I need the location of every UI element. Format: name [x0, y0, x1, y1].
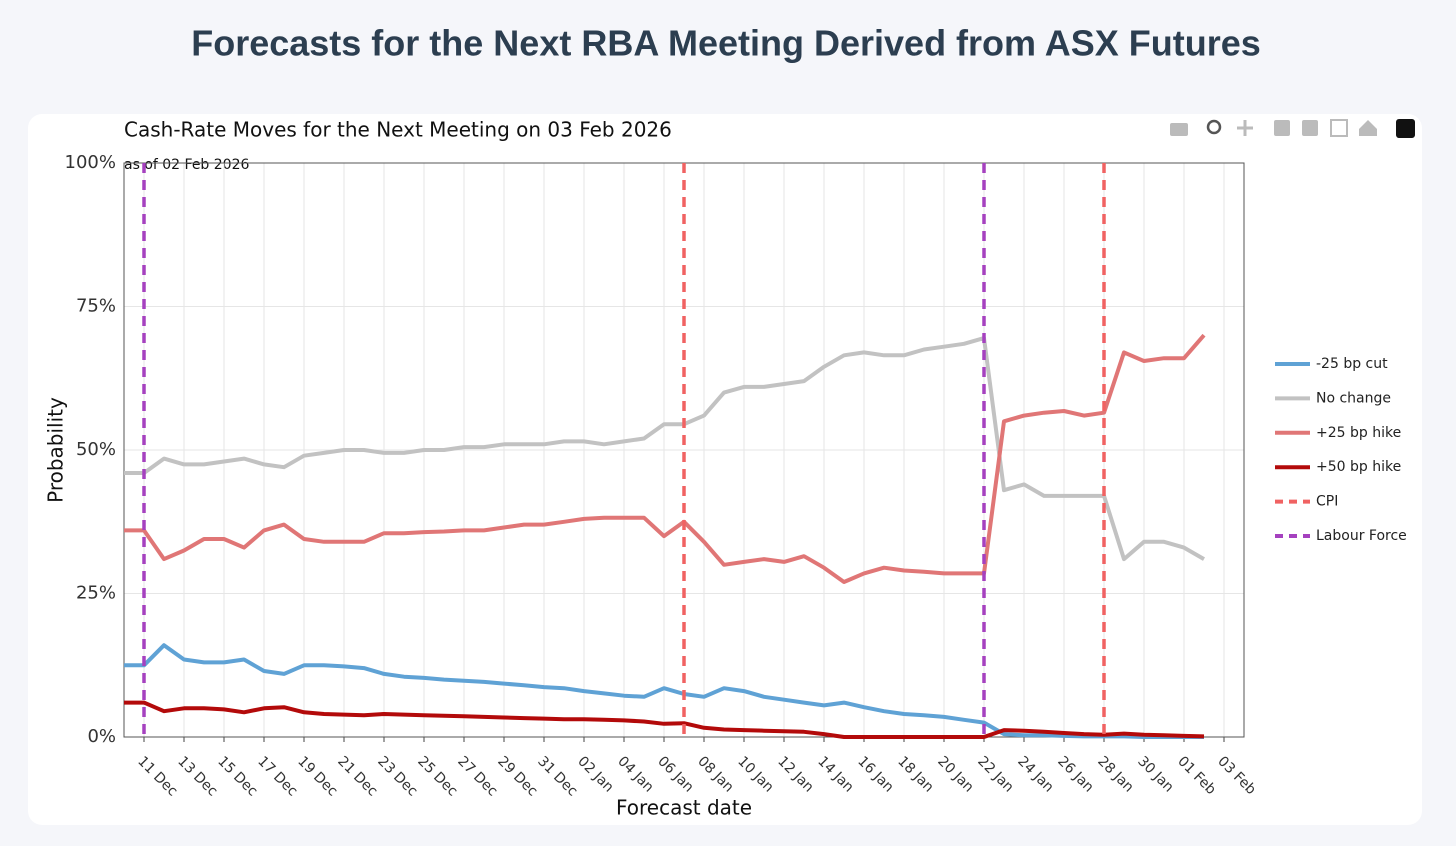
- legend-label: +50 bp hike: [1316, 459, 1401, 475]
- series-line: [124, 333, 1206, 584]
- zoom-icon[interactable]: [1206, 119, 1222, 135]
- y-tick-label: 75%: [76, 296, 116, 317]
- series-line: [124, 336, 1205, 562]
- legend-label: CPI: [1316, 494, 1338, 510]
- series-line: [124, 643, 1204, 739]
- chart-title: Cash-Rate Moves for the Next Meeting on …: [124, 118, 672, 142]
- page-title: Forecasts for the Next RBA Meeting Deriv…: [191, 23, 1261, 64]
- y-tick-label: 25%: [76, 583, 116, 604]
- pan-icon[interactable]: [1237, 120, 1253, 136]
- legend-label: Labour Force: [1316, 528, 1407, 544]
- logo-icon[interactable]: [1396, 119, 1415, 138]
- autoscale-icon[interactable]: [1330, 119, 1348, 137]
- legend-label: +25 bp hike: [1316, 425, 1401, 441]
- y-tick-label: 100%: [65, 152, 116, 173]
- zoom-in-icon[interactable]: [1274, 120, 1290, 136]
- legend-label: -25 bp cut: [1316, 356, 1388, 372]
- legend-label: No change: [1316, 390, 1391, 406]
- camera-icon[interactable]: [1170, 123, 1188, 136]
- series-line: [124, 700, 1205, 739]
- x-axis-label: Forecast date: [616, 796, 752, 820]
- zoom-out-icon[interactable]: [1302, 120, 1318, 136]
- y-tick-label: 50%: [76, 439, 116, 460]
- y-tick-label: 0%: [87, 726, 116, 747]
- home-icon[interactable]: [1359, 120, 1377, 136]
- card: [28, 114, 1422, 825]
- toolbar[interactable]: [1170, 119, 1415, 138]
- chart-subtitle: as of 02 Feb 2026: [124, 157, 249, 173]
- y-axis-label: Probability: [44, 397, 68, 503]
